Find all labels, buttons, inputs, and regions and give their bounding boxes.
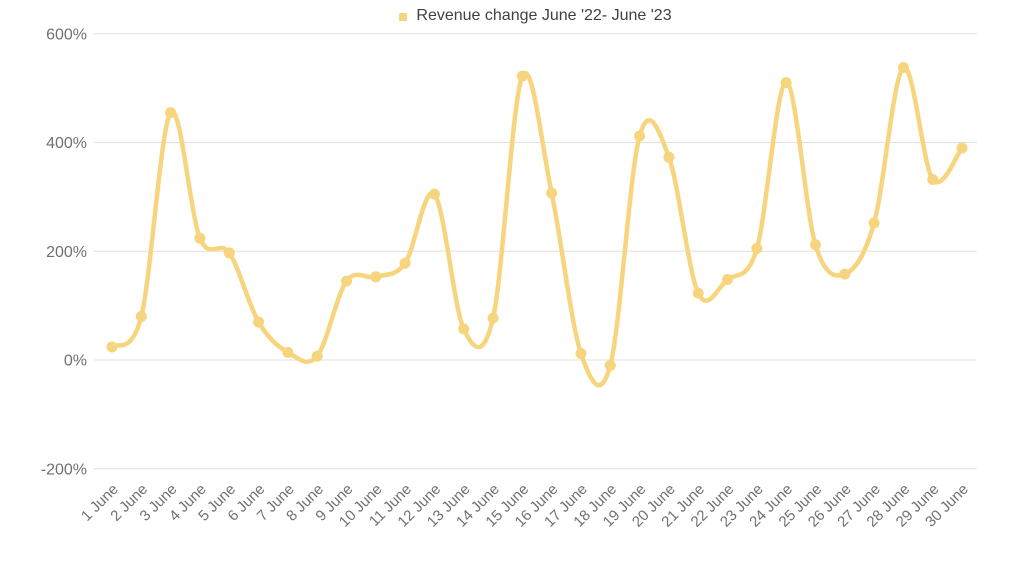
data-point-11-june[interactable] [399,257,411,269]
data-point-15-june[interactable] [516,70,528,82]
y-axis-label-600: 600% [46,26,87,43]
data-point-25-june[interactable] [809,239,821,251]
data-point-27-june[interactable] [868,217,880,229]
data-point-26-june[interactable] [839,268,851,280]
y-axis-label-0: 0% [64,353,87,370]
data-point-13-june[interactable] [458,323,470,335]
data-point-9-june[interactable] [340,275,352,287]
data-point-28-june[interactable] [897,61,909,73]
data-point-6-june[interactable] [253,316,265,328]
y-axis-label-400: 400% [46,135,87,152]
data-point-2-june[interactable] [135,311,147,322]
data-point-17-june[interactable] [575,347,587,359]
series-line-revenue-change [109,65,965,388]
data-point-20-june[interactable] [663,151,675,163]
data-point-24-june[interactable] [780,77,792,89]
legend-item-revenue-change[interactable]: Revenue change June '22- June '23 [399,6,672,26]
data-point-12-june[interactable] [428,188,440,200]
legend: Revenue change June '22- June '23 [94,6,977,26]
data-point-29-june[interactable] [927,173,939,185]
legend-label: Revenue change June '22- June '23 [416,7,672,24]
data-point-1-june[interactable] [106,341,118,353]
data-point-18-june[interactable] [604,359,616,371]
data-point-8-june[interactable] [311,350,323,362]
data-point-4-june[interactable] [194,232,206,244]
data-point-5-june[interactable] [223,247,235,259]
y-axis-label-200: -200% [41,461,87,478]
data-point-23-june[interactable] [751,243,763,255]
data-point-7-june[interactable] [282,346,294,358]
data-point-22-june[interactable] [722,274,734,286]
data-point-14-june[interactable] [487,312,499,324]
data-point-19-june[interactable] [634,130,646,142]
data-point-3-june[interactable] [165,107,177,119]
data-point-30-june[interactable] [956,142,968,154]
data-point-21-june[interactable] [692,287,704,299]
data-point-10-june[interactable] [370,271,382,283]
y-axis-label-200: 200% [46,244,87,261]
legend-swatch-icon [399,12,408,21]
data-point-16-june[interactable] [546,187,558,199]
